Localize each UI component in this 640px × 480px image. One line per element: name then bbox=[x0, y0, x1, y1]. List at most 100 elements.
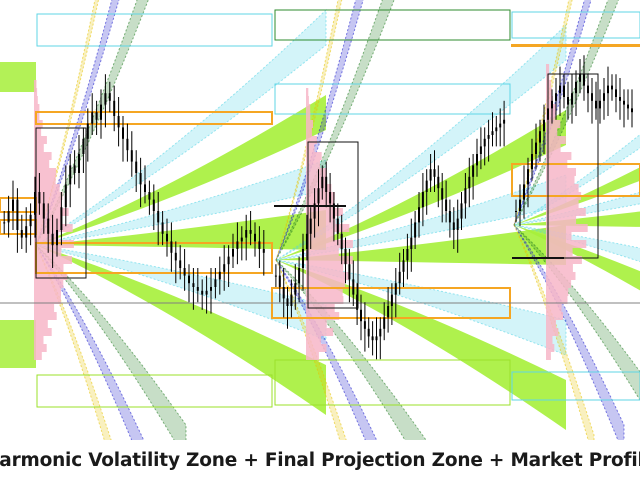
panel-1-candle-body bbox=[95, 112, 98, 120]
panel-1-candle-body bbox=[130, 150, 133, 162]
panel-3-market-profile-bar bbox=[546, 264, 573, 272]
panel-1-candle-body bbox=[227, 256, 230, 265]
panel-3-projection-zone bbox=[511, 163, 640, 197]
panel-2-candle-body bbox=[445, 199, 448, 211]
panel-2-candle-body bbox=[340, 233, 343, 249]
panel-1-candle-body bbox=[144, 184, 146, 192]
panel-1-candle-body bbox=[56, 230, 58, 246]
panel-1-market-profile-bar bbox=[34, 168, 57, 176]
price-chart bbox=[0, 0, 640, 440]
panel-3-projection-top bbox=[511, 44, 640, 47]
panel-2-market-profile-bar bbox=[306, 104, 311, 112]
panel-3-harmonic-band-gold-lower-fill bbox=[514, 225, 594, 440]
panel-2-market-profile-bar bbox=[306, 240, 353, 248]
panel-3-market-profile-bar bbox=[546, 184, 579, 192]
panel-2-candle-body bbox=[309, 218, 312, 234]
panel-1-volatility-zone-mid bbox=[36, 210, 326, 250]
panel-3-market-profile-bar bbox=[546, 312, 563, 320]
panel-1-candle-body bbox=[232, 249, 234, 257]
panel-2-candle-body bbox=[499, 123, 502, 128]
panel-2-market-profile-bar bbox=[306, 344, 327, 352]
panel-1-harmonic-band-gold-lower bbox=[35, 244, 112, 440]
panel-2-candle-body bbox=[298, 268, 301, 284]
panel-2-harmonic-band-cyan-mid-fill bbox=[276, 175, 566, 260]
panel-1-candle-body bbox=[34, 192, 36, 215]
panel-1-upper-zone-box bbox=[36, 13, 273, 47]
panel-2-market-profile-bar bbox=[306, 296, 344, 304]
panel-2-candle-body bbox=[348, 264, 351, 280]
panel-1-market-profile-bar bbox=[34, 304, 55, 312]
panel-2-market-profile-bar bbox=[306, 352, 319, 360]
panel-2-candle-body bbox=[429, 169, 432, 181]
panel-3-candle-body bbox=[543, 119, 545, 132]
panel-2-candle-body bbox=[410, 237, 413, 249]
panel-1-market-profile-bar bbox=[34, 272, 68, 280]
panel-2-candle-body bbox=[317, 188, 320, 204]
panel-2-candle-body bbox=[476, 154, 478, 166]
panel-1-candle-body bbox=[108, 93, 111, 101]
panel-3-market-profile-bar bbox=[546, 120, 561, 128]
panel-3-market-profile-bar bbox=[546, 112, 556, 120]
panel-1-projection-top bbox=[35, 111, 273, 125]
panel-1-candle-body bbox=[47, 218, 50, 234]
panel-3-market-profile-bar bbox=[546, 104, 556, 112]
panel-2-candle-body bbox=[491, 131, 494, 135]
panel-2-market-profile-bar bbox=[306, 288, 343, 296]
panel-1-candle-body bbox=[25, 226, 28, 238]
panel-2-candle-body bbox=[487, 135, 490, 139]
panel-2-market-profile-bar bbox=[306, 280, 345, 288]
panel-2-market-profile-bar bbox=[306, 144, 315, 152]
panel-3-harmonic-band-green-upper-fill bbox=[514, 0, 619, 225]
panel-1-candle-body bbox=[117, 116, 120, 128]
panel-3-candle-body bbox=[603, 93, 605, 101]
panel-1-candle-body bbox=[122, 127, 124, 139]
panel-1-candle-body bbox=[20, 230, 23, 238]
panel-2-harmonic-band-navy-upper-fill bbox=[276, 0, 364, 260]
panel-1-candle-body bbox=[262, 249, 265, 253]
panel-1-candle-body bbox=[223, 264, 226, 272]
panel-2-candle-body bbox=[290, 294, 293, 306]
panel-3-market-profile-bar bbox=[546, 288, 569, 296]
panel-1-candle-body bbox=[42, 203, 45, 219]
panel-1-market-profile-bar bbox=[34, 104, 40, 112]
panel-2-candle-body bbox=[402, 260, 405, 272]
panel-3-market-profile-bar bbox=[546, 232, 572, 240]
panel-2-market-profile-bar bbox=[306, 248, 339, 256]
panel-2-market-profile-bar bbox=[306, 192, 335, 200]
panel-2-market-profile-bar bbox=[306, 264, 344, 272]
panel-3-market-profile-bar bbox=[546, 240, 587, 248]
panel-3-candle-body bbox=[519, 199, 521, 211]
panel-3-market-profile-bar bbox=[546, 176, 575, 184]
panel-3-market-profile-bar bbox=[546, 344, 555, 352]
panel-1-candle-body bbox=[113, 100, 116, 116]
panel-1-market-profile-bar bbox=[34, 144, 44, 152]
panel-2-candle-body bbox=[383, 317, 386, 329]
panel-1-candle-body bbox=[152, 199, 155, 211]
panel-1-market-profile-bar bbox=[34, 248, 62, 256]
panel-2-market-profile-bar bbox=[306, 88, 309, 96]
panel-1-candle-body bbox=[174, 252, 177, 261]
panel-3-candle-body bbox=[523, 184, 525, 200]
panel-1-market-profile-bar bbox=[34, 224, 73, 232]
panel-1-candle-body bbox=[161, 222, 164, 234]
panel-2-candle-body bbox=[390, 294, 393, 306]
panel-2-candle-body bbox=[321, 176, 324, 189]
chart-caption: Harmonic Volatility Zone + Final Project… bbox=[0, 449, 640, 471]
panel-1-candle-body bbox=[86, 123, 89, 139]
panel-3-market-profile-bar bbox=[546, 128, 558, 136]
panel-1-harmonic-band-cyan-lower-fill bbox=[36, 245, 326, 340]
panel-2-candle-body bbox=[274, 275, 277, 277]
panel-2-candle-body bbox=[448, 211, 451, 223]
panel-1-candle-body bbox=[126, 138, 129, 151]
panel-2-candle-body bbox=[332, 203, 335, 219]
panel-3-market-profile-bar bbox=[546, 216, 577, 224]
panel-3-market-profile-bar bbox=[546, 64, 550, 72]
panel-1-market-profile-bar bbox=[34, 88, 38, 96]
panel-2-market-profile-bar bbox=[306, 168, 327, 176]
panel-3-candle-body bbox=[551, 100, 553, 109]
panel-2-candle-body bbox=[371, 336, 374, 341]
panel-3-candle-body bbox=[631, 108, 633, 113]
panel-2-market-profile-bar bbox=[306, 128, 312, 136]
panel-2-market-profile-bar bbox=[306, 320, 327, 328]
panel-2-range-box bbox=[307, 141, 359, 309]
